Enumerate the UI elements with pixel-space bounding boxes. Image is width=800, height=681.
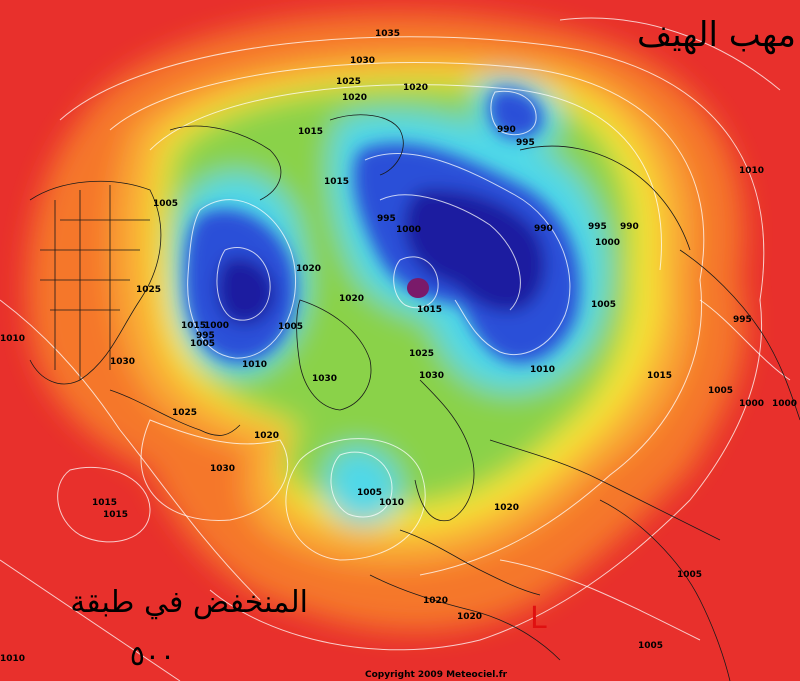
- pressure-label: 1030: [210, 464, 235, 474]
- pressure-label: 1015: [647, 371, 672, 381]
- pressure-label: 990: [534, 224, 553, 234]
- pressure-label: 1015: [92, 498, 117, 508]
- pressure-label: 1005: [677, 570, 702, 580]
- pressure-label: 1000: [396, 225, 421, 235]
- pressure-label: 1005: [708, 386, 733, 396]
- pressure-label: 1005: [190, 339, 215, 349]
- pressure-label: 1020: [296, 264, 321, 274]
- pressure-label: 1015: [324, 177, 349, 187]
- pressure-label: 995: [733, 315, 752, 325]
- pressure-label: 1000: [204, 321, 229, 331]
- pressure-label: 1015: [103, 510, 128, 520]
- deep-low-core: [407, 278, 429, 298]
- pressure-label: 1020: [423, 596, 448, 606]
- pressure-label: 1025: [136, 285, 161, 295]
- pressure-label: 1025: [409, 349, 434, 359]
- pressure-label: 1005: [278, 322, 303, 332]
- pressure-label: 1015: [181, 321, 206, 331]
- pressure-label: 1025: [172, 408, 197, 418]
- pressure-label: 1005: [153, 199, 178, 209]
- pressure-label: 1030: [419, 371, 444, 381]
- pressure-label: 995: [377, 214, 396, 224]
- coastlines: [29, 114, 800, 681]
- pressure-label: 1020: [494, 503, 519, 513]
- pressure-label: 1030: [110, 357, 135, 367]
- pressure-label: 990: [497, 125, 516, 135]
- title-bottom-left-line1: المنخفض في طبقة: [70, 585, 308, 620]
- title-top-right: مهب الهيف: [637, 15, 796, 55]
- low-pressure-cores: [185, 89, 580, 364]
- pressure-label: 1015: [298, 127, 323, 137]
- pressure-label: 1005: [357, 488, 382, 498]
- pressure-label: 1005: [591, 300, 616, 310]
- pressure-label: 1025: [336, 77, 361, 87]
- pressure-label: 995: [196, 331, 215, 341]
- pressure-labels: 1035 1030 1025 1020 1020 1015 1015 1005 …: [0, 29, 797, 664]
- pressure-label: 1020: [403, 83, 428, 93]
- pressure-label: 1020: [457, 612, 482, 622]
- copyright-text: Copyright 2009 Meteociel.fr: [365, 670, 508, 680]
- pressure-label: 1030: [350, 56, 375, 66]
- pressure-label: 1020: [254, 431, 279, 441]
- pressure-label: 1010: [242, 360, 267, 370]
- pressure-label: 1005: [638, 641, 663, 651]
- pressure-label: 1010: [530, 365, 555, 375]
- isobars: [0, 17, 791, 681]
- pressure-label: 1015: [417, 305, 442, 315]
- pressure-label: 1010: [739, 166, 764, 176]
- pressure-label: 995: [588, 222, 607, 232]
- low-pressure-marker: L: [530, 601, 547, 636]
- pressure-label: 1020: [342, 93, 367, 103]
- pressure-label: 1000: [772, 399, 797, 409]
- pressure-label: 1010: [0, 654, 25, 664]
- pressure-label: 1010: [0, 334, 25, 344]
- pressure-label: 1020: [339, 294, 364, 304]
- pressure-label: 1030: [312, 374, 337, 384]
- pressure-label: 1010: [379, 498, 404, 508]
- pressure-label: 990: [620, 222, 639, 232]
- pressure-label: 1000: [739, 399, 764, 409]
- title-bottom-left-line2: ٥٠٠: [130, 639, 175, 672]
- pressure-label: 1035: [375, 29, 400, 39]
- pressure-label: 1000: [595, 238, 620, 248]
- pressure-label: 995: [516, 138, 535, 148]
